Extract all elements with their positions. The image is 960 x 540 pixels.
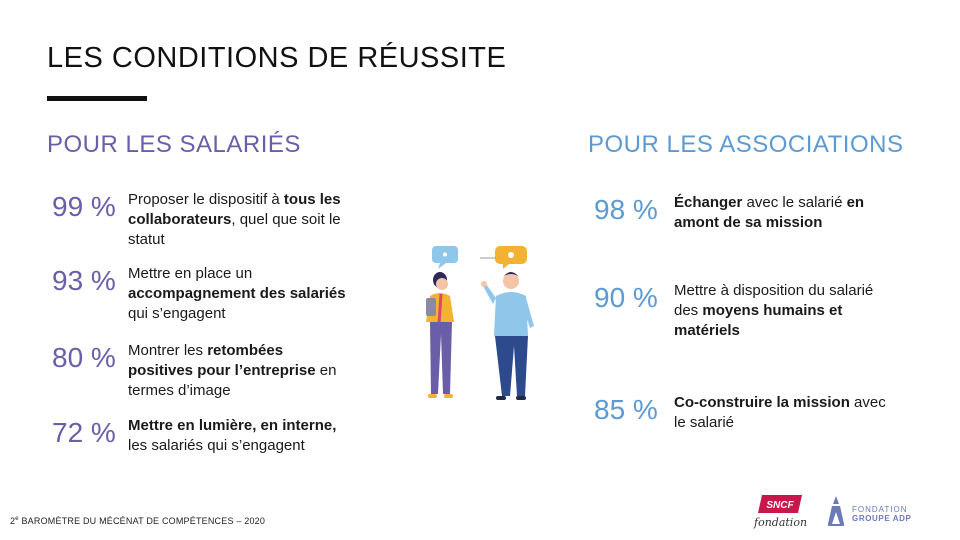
sncf-fondation-logo: SNCF fondation [753,495,807,529]
fondation-groupe-adp-logo: FONDATION GROUPE ADP [828,496,912,526]
stat-text-bold: moyens humains et matériels [674,302,843,339]
footer-superscript: e [15,516,19,522]
stat-text-regular: qui s’engagent [128,305,226,322]
speech-bubble-icon [432,246,458,269]
stat-salaries-1: 99 % Proposer le dispositif à tous les c… [52,190,348,250]
slide-title: LES CONDITIONS DE RÉUSSITE [47,42,507,74]
heading-associations: POUR LES ASSOCIATIONS [588,131,904,158]
stat-text-regular: en termes d’image [128,362,337,399]
stat-text-bold: Échanger [674,194,743,211]
stat-text-bold: en amont de sa mission [674,194,865,231]
stat-text-bold: tous les collaborateurs [128,191,341,228]
stat-text-regular: avec le salarié [742,194,847,211]
title-underline [47,96,147,101]
stat-text: Co-construire la mission avec le salarié [674,393,894,433]
stat-percent: 72 % [52,417,116,448]
stat-text-bold: Mettre en lumière, en interne, [128,417,337,434]
stat-text: Proposer le dispositif à tous les collab… [128,190,348,250]
stat-text: Mettre à disposition du salarié des moye… [674,281,894,341]
stat-text-regular: Mettre en place un [128,265,253,282]
woman-figure [426,272,454,398]
stat-text-bold: retombées positives pour l’entreprise [128,342,316,379]
footer-ordinal: 2 [10,516,16,526]
stat-text-bold: accompagnement des salariés [128,285,346,302]
footer-caption: 2e BAROMÈTRE DU MÉCÉNAT DE COMPÉTENCES –… [10,516,265,526]
adp-line-1: FONDATION [852,505,908,514]
stat-text: Mettre en place un accompagnement des sa… [128,264,348,324]
stat-text: Échanger avec le salarié en amont de sa … [674,193,894,233]
footer-text: BAROMÈTRE DU MÉCÉNAT DE COMPÉTENCES – 20… [18,516,266,526]
adp-emblem-icon [828,496,844,526]
stat-salaries-3: 80 % Montrer les retombées positives pou… [52,341,348,401]
stat-associations-1: 98 % Échanger avec le salarié en amont d… [594,193,894,233]
stat-text-regular: les salariés qui s’engagent [128,437,305,454]
people-conversation-illustration [426,246,534,400]
stat-text: Mettre en lumière, en interne, les salar… [128,416,348,456]
stat-percent: 80 % [52,342,116,373]
heading-salaries: POUR LES SALARIÉS [47,131,301,158]
stat-text-bold: Co-construire la mission [674,394,850,411]
stat-associations-3: 85 % Co-construire la mission avec le sa… [594,393,894,433]
sncf-fondation-wordmark: fondation [753,516,807,529]
stat-percent: 93 % [52,265,116,296]
stat-text-regular: Mettre à disposition du salarié des [674,282,874,319]
stat-percent: 98 % [594,194,658,225]
stat-text: Montrer les retombées positives pour l’e… [128,341,348,401]
stat-percent: 90 % [594,282,658,313]
stat-salaries-4: 72 % Mettre en lumière, en interne, les … [52,416,348,456]
stat-text-regular: Montrer les [128,342,208,359]
speech-bubble-icon [495,246,527,269]
stat-text-regular: avec le salarié [674,394,886,431]
sncf-wordmark: SNCF [766,500,794,511]
stat-percent: 99 % [52,191,116,222]
stat-associations-2: 90 % Mettre à disposition du salarié des… [594,281,894,341]
stat-percent: 85 % [594,394,658,425]
man-figure [481,272,534,400]
stat-salaries-2: 93 % Mettre en place un accompagnement d… [52,264,348,324]
stat-text-regular: , quel que soit le statut [128,211,341,248]
adp-line-2: GROUPE ADP [852,514,912,523]
stat-text-regular: Proposer le dispositif à [128,191,284,208]
